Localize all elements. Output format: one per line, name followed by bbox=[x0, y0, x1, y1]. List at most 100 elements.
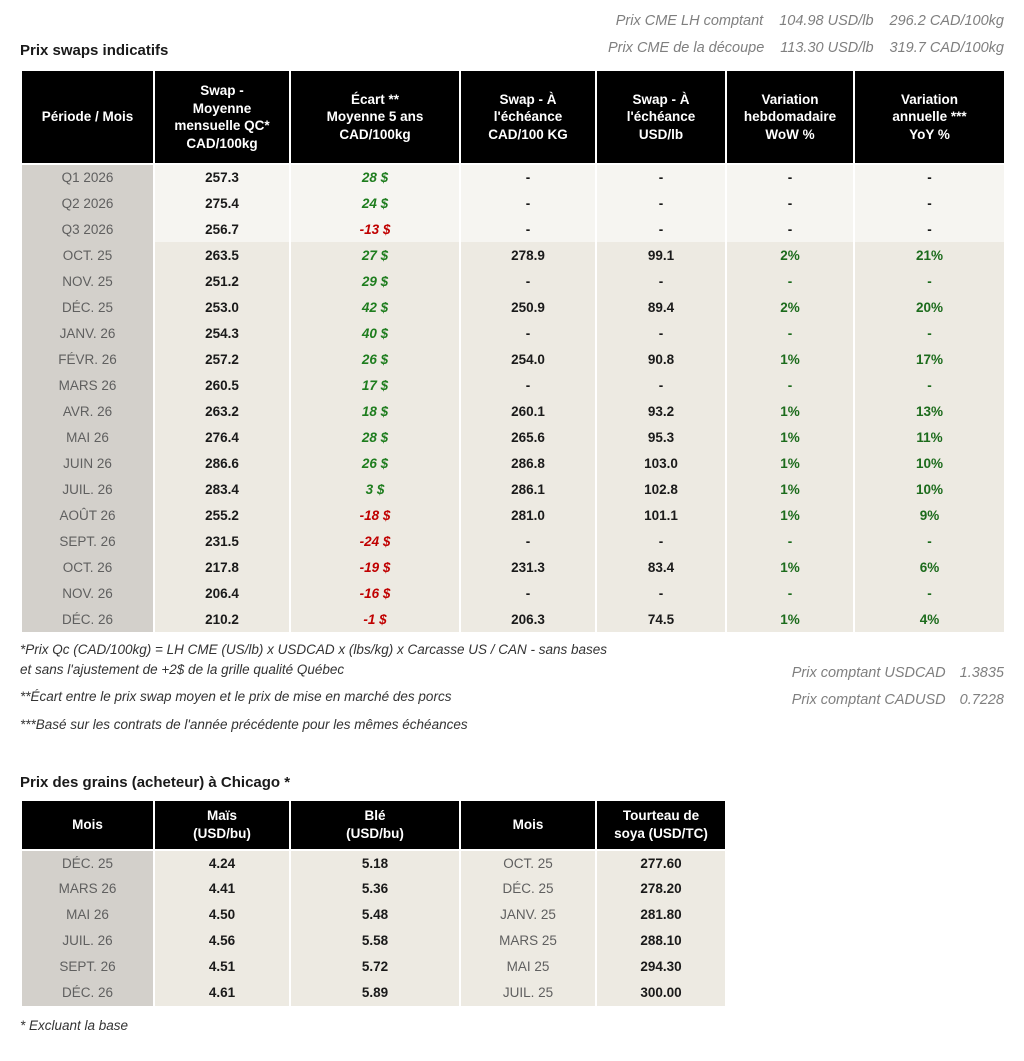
cell-yoy: 11% bbox=[853, 424, 1006, 451]
cell-mois2: JANV. 25 bbox=[459, 901, 597, 928]
cell-swap-usd: - bbox=[595, 580, 727, 607]
cell-swap-moy: 263.5 bbox=[153, 242, 291, 269]
cell-swap-cad: - bbox=[459, 320, 597, 347]
cell-swap-moy: 251.2 bbox=[153, 268, 291, 295]
cell-swap-moy: 206.4 bbox=[153, 580, 291, 607]
cell-swap-cad: - bbox=[459, 268, 597, 295]
swap-row: OCT. 25 263.5 27 $278.9 99.1 2% 21% bbox=[20, 242, 1006, 269]
cadusd-value: 0.7228 bbox=[959, 692, 1004, 709]
cell-period: MARS 26 bbox=[20, 372, 155, 399]
swap-row: JUIN 26 286.6 26 $286.8 103.0 1% 10% bbox=[20, 450, 1006, 477]
cell-yoy: - bbox=[853, 528, 1006, 555]
cell-ecart: 26 $ bbox=[289, 450, 461, 477]
cell-tourteau: 277.60 bbox=[595, 849, 727, 876]
cell-yoy: 9% bbox=[853, 502, 1006, 529]
col-header-tourteau: Tourteau de soya (USD/TC) bbox=[595, 799, 727, 851]
cell-mois1: SEPT. 26 bbox=[20, 953, 155, 980]
cell-ecart: 27 $ bbox=[289, 242, 461, 269]
cell-wow: 2% bbox=[725, 294, 855, 321]
cell-wow: 1% bbox=[725, 606, 855, 633]
cell-swap-usd: 89.4 bbox=[595, 294, 727, 321]
cell-wow: - bbox=[725, 268, 855, 295]
usdcad-value: 1.3835 bbox=[959, 665, 1004, 682]
cell-swap-cad: 231.3 bbox=[459, 554, 597, 581]
cell-ecart: -18 $ bbox=[289, 502, 461, 529]
cell-yoy: - bbox=[853, 580, 1006, 607]
col-header-mois-1: Mois bbox=[20, 799, 155, 851]
cell-period: DÉC. 25 bbox=[20, 294, 155, 321]
cme-lh-spot-line: Prix CME LH comptant 104.98 USD/lb 296.2… bbox=[608, 8, 1004, 35]
col-header-mais: Maïs (USD/bu) bbox=[153, 799, 291, 851]
footnote-base-contrats: ***Basé sur les contrats de l'année préc… bbox=[20, 716, 468, 732]
cell-mois2: MAI 25 bbox=[459, 953, 597, 980]
cell-ecart: 28 $ bbox=[289, 164, 461, 191]
cell-mais: 4.24 bbox=[153, 849, 291, 876]
cell-tourteau: 281.80 bbox=[595, 901, 727, 928]
col-header-swap-echeance-cad: Swap - À l'échéance CAD/100 KG bbox=[459, 68, 597, 166]
cell-swap-moy: 260.5 bbox=[153, 372, 291, 399]
cell-mois1: JUIL. 26 bbox=[20, 927, 155, 954]
cell-swap-usd: - bbox=[595, 268, 727, 295]
col-header-ecart: Écart ** Moyenne 5 ans CAD/100kg bbox=[289, 68, 461, 166]
cell-period: OCT. 26 bbox=[20, 554, 155, 581]
cell-period: AVR. 26 bbox=[20, 398, 155, 425]
cell-period: JUIL. 26 bbox=[20, 476, 155, 503]
swap-row: MARS 26 260.5 17 $ - - - - bbox=[20, 372, 1006, 399]
cell-swap-usd: - bbox=[595, 528, 727, 555]
cell-swap-moy: 231.5 bbox=[153, 528, 291, 555]
cell-swap-usd: 103.0 bbox=[595, 450, 727, 477]
cell-swap-cad: 260.1 bbox=[459, 398, 597, 425]
cell-mois1: DÉC. 26 bbox=[20, 979, 155, 1006]
cell-ble: 5.36 bbox=[289, 875, 461, 902]
cell-mois2: OCT. 25 bbox=[459, 849, 597, 876]
cell-ble: 5.48 bbox=[289, 901, 461, 928]
swap-row: OCT. 26 217.8 -19 $231.3 83.4 1% 6% bbox=[20, 554, 1006, 581]
swap-row: JANV. 26 254.3 40 $ - - - - bbox=[20, 320, 1006, 347]
cell-period: NOV. 26 bbox=[20, 580, 155, 607]
cell-wow: 1% bbox=[725, 346, 855, 373]
cadusd-spot-line: Prix comptant CADUSD 0.7228 bbox=[792, 687, 1004, 714]
footnote-ecart: **Écart entre le prix swap moyen et le p… bbox=[20, 689, 452, 705]
cell-swap-cad: - bbox=[459, 216, 597, 243]
cell-swap-moy: 257.3 bbox=[153, 164, 291, 191]
cell-swap-moy: 276.4 bbox=[153, 424, 291, 451]
cell-swap-moy: 275.4 bbox=[153, 190, 291, 217]
grain-row: JUIL. 26 4.56 5.58 MARS 25 288.10 bbox=[20, 927, 727, 954]
cell-yoy: 17% bbox=[853, 346, 1006, 373]
cell-period: Q3 2026 bbox=[20, 216, 155, 243]
cell-mais: 4.61 bbox=[153, 979, 291, 1006]
cell-yoy: - bbox=[853, 190, 1006, 217]
cell-mois1: DÉC. 25 bbox=[20, 849, 155, 876]
cme-cutout-cad-value: 319.7 CAD/100kg bbox=[889, 40, 1004, 56]
cell-yoy: 13% bbox=[853, 398, 1006, 425]
cell-swap-usd: 95.3 bbox=[595, 424, 727, 451]
grain-row: MAI 26 4.50 5.48 JANV. 25 281.80 bbox=[20, 901, 727, 928]
cell-swap-usd: 102.8 bbox=[595, 476, 727, 503]
cell-swap-usd: 83.4 bbox=[595, 554, 727, 581]
cell-swap-cad: - bbox=[459, 580, 597, 607]
cme-lh-usd-value: 104.98 USD/lb bbox=[779, 13, 874, 29]
cell-swap-usd: 90.8 bbox=[595, 346, 727, 373]
col-header-variation-wow: Variation hebdomadaire WoW % bbox=[725, 68, 855, 166]
cell-mais: 4.56 bbox=[153, 927, 291, 954]
footnote-prix-qc: *Prix Qc (CAD/100kg) = LH CME (US/lb) x … bbox=[20, 642, 608, 677]
cell-period: MAI 26 bbox=[20, 424, 155, 451]
grains-table-body: DÉC. 25 4.24 5.18 OCT. 25 277.60 MARS 26 4.41 5… bbox=[20, 849, 727, 1006]
cell-swap-moy: 263.2 bbox=[153, 398, 291, 425]
cell-mois2: JUIL. 25 bbox=[459, 979, 597, 1006]
cell-period: SEPT. 26 bbox=[20, 528, 155, 555]
cell-ecart: 40 $ bbox=[289, 320, 461, 347]
grain-row: DÉC. 26 4.61 5.89 JUIL. 25 300.00 bbox=[20, 979, 727, 1006]
cell-ble: 5.18 bbox=[289, 849, 461, 876]
cell-swap-moy: 286.6 bbox=[153, 450, 291, 477]
swap-row: DÉC. 25 253.0 42 $250.9 89.4 2% 20% bbox=[20, 294, 1006, 321]
cell-ecart: 17 $ bbox=[289, 372, 461, 399]
cell-wow: - bbox=[725, 528, 855, 555]
cell-ecart: 24 $ bbox=[289, 190, 461, 217]
cell-swap-usd: - bbox=[595, 372, 727, 399]
grains-table: Mois Maïs (USD/bu) Blé (USD/bu) Mois Tou… bbox=[20, 799, 727, 1006]
cell-period: FÉVR. 26 bbox=[20, 346, 155, 373]
cell-wow: 1% bbox=[725, 476, 855, 503]
cell-yoy: - bbox=[853, 164, 1006, 191]
